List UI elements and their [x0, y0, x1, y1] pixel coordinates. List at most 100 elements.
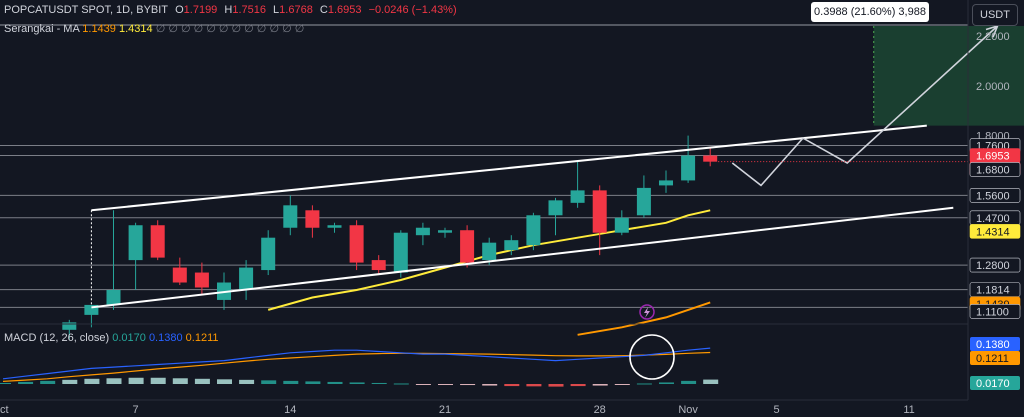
time-axis-tick: Nov [678, 404, 698, 416]
ohlc-low: L1.6768 [273, 4, 313, 16]
macd-histogram-bar [592, 384, 608, 386]
ma-indicator-legend[interactable]: Serangkai - MA 1.1439 1.4314 ∅ ∅ ∅ ∅ ∅ ∅… [4, 22, 304, 35]
macd-histogram-bar [659, 382, 674, 384]
channel-lower-trendline [91, 206, 954, 309]
ohlc-high: H1.7516 [224, 4, 266, 16]
price-label-last: 1.6953 [976, 151, 1010, 163]
macd-axis-label-box [970, 351, 1020, 365]
candle-up [570, 190, 585, 203]
macd-histogram-bar [261, 380, 277, 384]
time-axis-tick: 5 [773, 404, 779, 416]
symbol-header: POPCATUSDT SPOT, 1D, BYBIT O1.7199 H1.75… [4, 4, 461, 16]
price-label-box [969, 224, 1021, 239]
candle-up [261, 237, 276, 271]
macd-histogram-bar [504, 384, 520, 387]
macd-histogram-bar [614, 384, 630, 385]
time-axis-tick: ct [0, 404, 9, 416]
candle-down [371, 260, 386, 271]
ohlc-close: C1.6953 [319, 4, 362, 16]
macd-histogram-bar [570, 384, 586, 387]
macd-histogram-bar [0, 382, 11, 384]
candle-up [614, 217, 629, 233]
macd-axis-label: 0.0170 [976, 378, 1010, 390]
macd-histogram-bar [217, 379, 232, 384]
candle-up [415, 227, 430, 236]
ohlc-open: O1.7199 [175, 4, 218, 16]
symbol-name[interactable]: POPCATUSDT SPOT, 1D, BYBIT [4, 4, 169, 16]
candle-up [681, 155, 696, 181]
candle-up [636, 187, 651, 216]
currency-button[interactable]: USDT [972, 4, 1018, 26]
macd-highlight-circle [629, 334, 675, 380]
macd-line [2, 347, 711, 380]
macd-histogram-bar [305, 381, 321, 384]
measure-tooltip: 0.3988 (21.60%) 3,988 [811, 2, 929, 22]
candle-down [592, 190, 607, 233]
candle-up [62, 322, 77, 330]
macd-axis-label: 0.1211 [976, 353, 1009, 365]
flash-event-icon [639, 304, 655, 320]
macd-histogram-bar [371, 382, 387, 384]
macd-histogram-bar [40, 380, 56, 384]
candle-up [327, 225, 342, 228]
macd-histogram-bar [548, 384, 564, 387]
macd-histogram-bar [438, 384, 453, 385]
macd-legend[interactable]: MACD (12, 26, close) 0.0170 0.1380 0.121… [4, 332, 218, 344]
candle-up [239, 267, 254, 290]
macd-histogram-bar [150, 377, 166, 384]
candle-up [283, 205, 298, 228]
ma-value-1: 1.1439 [82, 23, 116, 35]
candle-down [460, 230, 475, 263]
macd-histogram-bar [415, 384, 431, 385]
price-label-level: 1.5600 [976, 190, 1010, 202]
macd-axis-label-box [970, 376, 1020, 390]
macd-histogram-value: 0.0170 [112, 332, 146, 344]
ma-value-2: 1.4314 [118, 23, 153, 35]
channel-upper-trendline [91, 124, 927, 212]
macd-histogram-bar [106, 378, 122, 384]
candle-down [172, 267, 187, 283]
price-label-box [969, 282, 1021, 297]
price-label-box [969, 304, 1021, 319]
price-label-level: 1.1814 [976, 285, 1010, 297]
candle-down [703, 155, 718, 162]
macd-histogram-bar [460, 384, 476, 386]
price-change: −0.0246 (−1.43%) [368, 4, 457, 16]
macd-signal-value: 0.1211 [185, 332, 219, 344]
macd-histogram-bar [239, 379, 255, 384]
candle-down [194, 272, 209, 288]
time-axis-tick: 14 [284, 404, 296, 416]
macd-histogram-bar [349, 382, 365, 384]
price-label-box [969, 162, 1021, 177]
price-label-box [969, 188, 1021, 203]
macd-histogram-bar [327, 381, 343, 384]
macd-histogram-bar [172, 378, 188, 384]
macd-histogram-bar [128, 377, 144, 384]
macd-histogram-bar [636, 383, 652, 385]
macd-histogram-bar [681, 380, 697, 384]
candle-up [393, 232, 408, 273]
macd-axis-label-box [970, 337, 1020, 351]
macd-signal-line [2, 351, 711, 382]
ma-empty-values: ∅ ∅ ∅ ∅ ∅ ∅ ∅ ∅ ∅ ∅ ∅ ∅ [155, 23, 305, 35]
flash-bolt-icon [644, 307, 650, 318]
candle-up [106, 289, 121, 305]
ma-indicator-name: Serangkai - MA [4, 23, 80, 35]
macd-histogram-bar [703, 379, 719, 384]
candle-down [349, 225, 364, 263]
price-axis-tick: 2.0000 [976, 81, 1010, 93]
macd-histogram-bar [62, 379, 78, 384]
candle-up [128, 225, 143, 261]
candle-down [150, 225, 165, 258]
macd-line-value: 0.1380 [148, 332, 183, 344]
macd-histogram-bar [482, 384, 498, 386]
time-axis-tick: 21 [439, 404, 451, 416]
ma-slow-line [577, 301, 711, 336]
macd-histogram-bar [283, 380, 299, 384]
macd-histogram-bar [84, 378, 100, 384]
price-axis-tick: 2.2000 [976, 31, 1010, 43]
candle-up [659, 180, 673, 186]
price-label-level: 1.1100 [976, 306, 1009, 318]
macd-histogram-bar [526, 384, 542, 387]
